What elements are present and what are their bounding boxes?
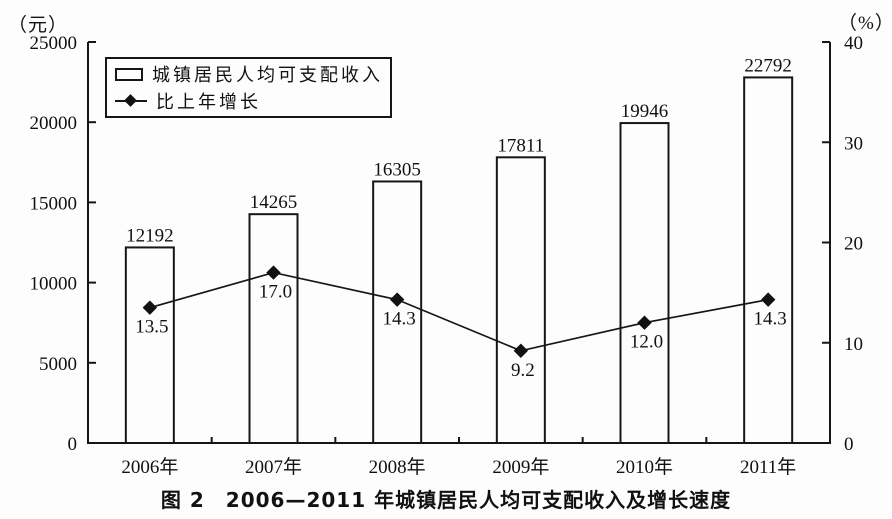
legend-item-income: 城镇居民人均可支配收入 [115,61,382,87]
bar-value-label: 12192 [126,225,174,246]
legend-label-growth: 比上年增长 [156,91,261,112]
growth-value-label: 17.0 [259,282,292,303]
right-axis-tick-label: 0 [844,434,854,455]
diamond-marker-icon [124,93,137,107]
growth-value-label: 14.3 [754,309,787,330]
left-axis-tick-label: 15000 [30,193,78,214]
growth-point [513,343,529,358]
x-category-label: 2009年 [492,456,549,478]
x-category-label: 2007年 [245,456,302,478]
right-axis-unit-label: （%） [838,13,892,34]
income-bar [495,156,546,444]
growth-point [760,292,776,307]
growth-point [389,292,405,307]
left-axis-unit-label: （元） [8,15,69,36]
left-axis-tick-label: 10000 [30,274,78,295]
growth-line [149,271,769,352]
x-category-label: 2006年 [121,456,178,478]
left-axis-tick-label: 0 [68,434,78,455]
growth-point [142,300,158,315]
bar-swatch-icon [115,67,143,81]
income-bar [124,246,175,444]
growth-point [637,315,652,330]
legend-item-growth: 比上年增长 [115,88,382,114]
right-axis-tick-label: 30 [844,133,863,154]
bar-value-label: 22792 [744,55,792,76]
growth-point [266,265,281,280]
growth-value-label: 13.5 [135,317,168,338]
growth-value-label: 12.0 [630,332,663,353]
bar-value-label: 17811 [497,135,544,156]
x-category-label: 2008年 [369,456,426,478]
income-bar [248,213,299,444]
bar-value-label: 19946 [621,101,669,122]
legend: 城镇居民人均可支配收入 比上年增长 [105,57,392,118]
x-category-label: 2011年 [740,456,796,478]
right-axis-tick-label: 40 [844,33,863,54]
figure-caption: 图 2 2006—2011 年城镇居民人均可支配收入及增长速度 [160,488,732,512]
left-axis-tick-label: 25000 [30,33,78,54]
legend-label-income: 城镇居民人均可支配收入 [152,65,383,86]
diamond-line-icon [115,93,147,107]
bar-value-label: 16305 [373,159,421,180]
income-bar [743,76,794,444]
growth-value-label: 14.3 [383,309,416,330]
bar-value-label: 14265 [250,192,298,213]
income-bar [619,122,670,444]
chart-canvas: 0 5000 10000 15000 20000 25000 0 10 20 30 40 2006年 2… [30,33,864,478]
income-bar [372,180,423,444]
left-axis-tick-label: 20000 [30,113,78,134]
growth-value-label: 9.2 [511,360,535,381]
x-category-label: 2010年 [616,456,673,478]
left-axis-tick-label: 5000 [39,354,77,375]
right-axis-tick-label: 10 [844,334,863,355]
right-axis-tick-label: 20 [844,234,863,255]
